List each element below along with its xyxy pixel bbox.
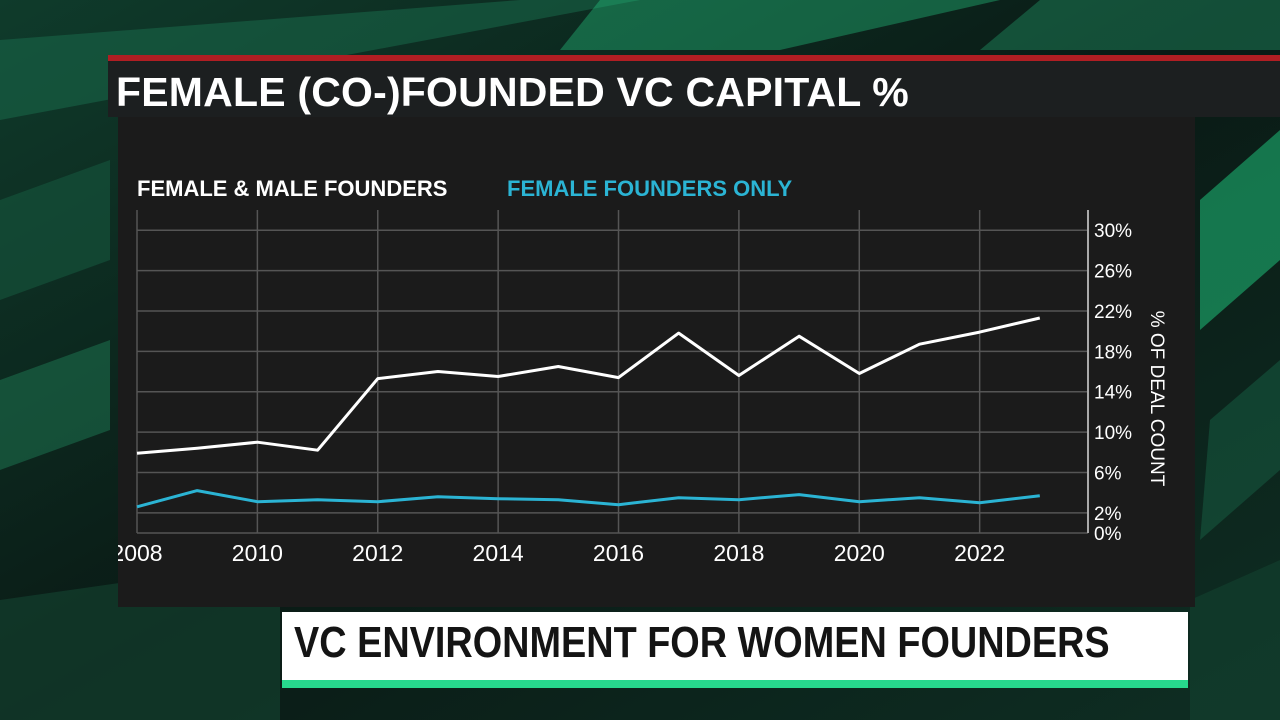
line-chart: 0%2% 6% 10% 14% 18% 22% 26% 30% 2008 2010 2012 2014… <box>118 210 1167 566</box>
x-tick-label: 2016 <box>593 540 644 566</box>
x-tick-label: 2022 <box>954 540 1005 566</box>
y-tick-label: 10% <box>1094 423 1132 444</box>
x-tick-label: 2018 <box>713 540 764 566</box>
y-tick-label: 18% <box>1094 342 1132 363</box>
y-tick-label: 22% <box>1094 302 1132 323</box>
x-tick-label: 2014 <box>473 540 524 566</box>
title-bar: FEMALE (CO-)FOUNDED VC CAPITAL % <box>108 55 1280 117</box>
lower-third-text: VC ENVIRONMENT FOR WOMEN FOUNDERS <box>294 618 1110 667</box>
y-tick-label: 30% <box>1094 221 1132 242</box>
chart-title: FEMALE (CO-)FOUNDED VC CAPITAL % <box>116 69 909 115</box>
y-tick-label: 26% <box>1094 262 1132 283</box>
x-tick-label: 2020 <box>834 540 885 566</box>
y-tick-label: 2% <box>1094 504 1122 525</box>
series-line-female-male <box>136 316 1041 455</box>
y-axis-label: % OF DEAL COUNT <box>1146 311 1167 487</box>
x-tick-label: 2012 <box>352 540 403 566</box>
y-tick-label: 14% <box>1094 383 1132 404</box>
x-tick-label: 2010 <box>232 540 283 566</box>
series-line-female-only <box>136 489 1040 509</box>
chart-panel: 0%2% 6% 10% 14% 18% 22% 26% 30% 2008 2010 2012 2014… <box>118 117 1195 607</box>
legend-female-male-founders: FEMALE & MALE FOUNDERS <box>137 176 448 201</box>
y-tick-label: 6% <box>1094 463 1122 484</box>
lower-third-banner: VC ENVIRONMENT FOR WOMEN FOUNDERS <box>282 612 1188 688</box>
y-tick-label: 0% <box>1094 524 1122 545</box>
x-tick-label: 2008 <box>118 540 163 566</box>
legend-female-founders-only: FEMALE FOUNDERS ONLY <box>507 176 793 201</box>
